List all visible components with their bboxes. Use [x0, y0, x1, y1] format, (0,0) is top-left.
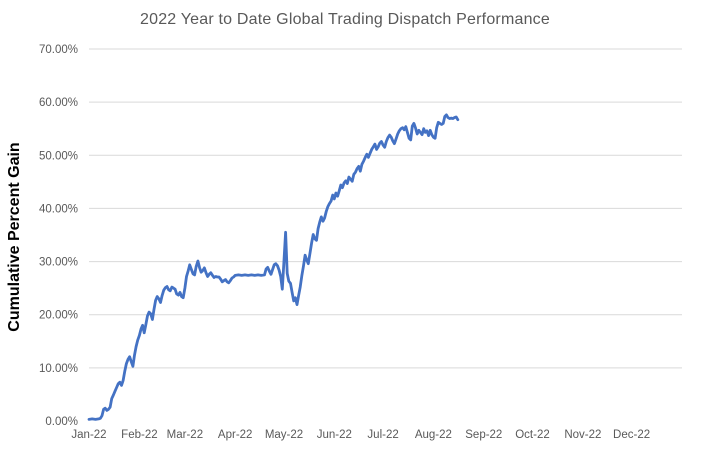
- y-tick-label: 40.00%: [39, 203, 78, 215]
- x-tick-label: Aug-22: [415, 429, 452, 441]
- x-tick-label: Jul-22: [367, 429, 398, 441]
- chart-title: 2022 Year to Date Global Trading Dispatc…: [140, 11, 550, 28]
- x-tick-label: Jun-22: [317, 429, 352, 441]
- y-tick-label: 10.00%: [39, 363, 78, 375]
- y-tick-label: 60.00%: [39, 97, 78, 109]
- performance-line: [87, 113, 460, 421]
- y-tick-label: 20.00%: [39, 310, 78, 322]
- x-tick-label: Apr-22: [218, 429, 253, 441]
- x-tick-label: Jan-22: [71, 429, 106, 441]
- x-tick-label: Feb-22: [121, 429, 157, 441]
- x-tick-label: Oct-22: [515, 429, 550, 441]
- x-tick-label: Mar-22: [167, 429, 203, 441]
- x-tick-label: Dec-22: [613, 429, 650, 441]
- y-tick-label: 50.00%: [39, 150, 78, 162]
- y-tick-label: 0.00%: [45, 416, 78, 428]
- x-tick-label: May-22: [265, 429, 303, 441]
- x-tick-label: Sep-22: [465, 429, 502, 441]
- x-tick-label: Nov-22: [564, 429, 601, 441]
- y-tick-label: 70.00%: [39, 44, 78, 56]
- y-tick-label: 30.00%: [39, 257, 78, 269]
